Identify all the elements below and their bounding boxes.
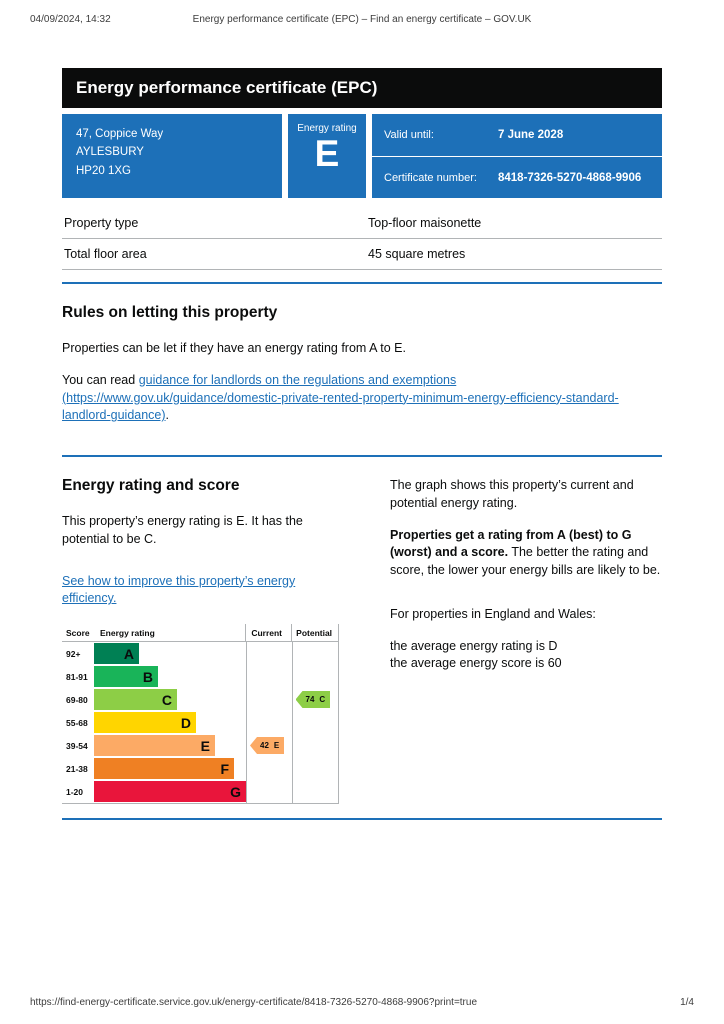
energy-rating-value: E bbox=[314, 133, 340, 174]
property-type-row: Property type Top-floor maisonette bbox=[62, 208, 662, 239]
band-score-label: 21-38 bbox=[66, 763, 88, 774]
band-bar-a: A bbox=[94, 643, 139, 664]
band-score-label: 39-54 bbox=[66, 740, 88, 751]
average-rating-line: the average energy rating is D bbox=[390, 638, 558, 653]
floor-area-row: Total floor area 45 square metres bbox=[62, 239, 662, 270]
chart-header-left: Score Energy rating bbox=[62, 628, 245, 638]
chart-bands: 92+ A 81-91 B 69-80 C 55-68 D 39-54 E 21-38 F 1-20 G bbox=[62, 642, 246, 803]
certificate-number-row: Certificate number: 8418-7326-5270-4868-… bbox=[372, 156, 662, 198]
potential-rating-pointer: 74 C bbox=[295, 691, 331, 708]
chart-band-row-f: 21-38 F bbox=[62, 757, 246, 780]
rating-left-column: Energy rating and score This property’s … bbox=[62, 457, 340, 804]
energy-rating-label: Energy rating bbox=[297, 123, 357, 134]
rules-heading: Rules on letting this property bbox=[62, 304, 278, 321]
potential-rating-pointer-letter: C bbox=[319, 695, 326, 704]
property-details-table: Property type Top-floor maisonette Total… bbox=[62, 208, 662, 270]
improve-efficiency-link[interactable]: See how to improve this property’s energ… bbox=[62, 573, 296, 606]
rules-para-1: Properties can be let if they have an en… bbox=[62, 341, 406, 355]
chart-band-row-c: 69-80 C bbox=[62, 688, 246, 711]
property-type-label: Property type bbox=[64, 216, 139, 230]
print-page-title: Energy performance certificate (EPC) – F… bbox=[192, 14, 532, 25]
rating-heading: Energy rating and score bbox=[62, 477, 240, 494]
chart-col-current: Current bbox=[245, 623, 291, 642]
floor-area-label: Total floor area bbox=[64, 247, 147, 261]
averages-paragraph: the average energy rating is D the averag… bbox=[390, 638, 662, 674]
chart-body: 92+ A 81-91 B 69-80 C 55-68 D 39-54 E 21-38 F 1-20 G … bbox=[62, 642, 338, 803]
floor-area-value: 45 square metres bbox=[368, 247, 466, 261]
band-score-label: 81-91 bbox=[66, 671, 88, 682]
potential-rating-pointer-score: 74 bbox=[305, 695, 315, 704]
address-line-2: AYLESBURY bbox=[76, 146, 144, 159]
chart-band-row-e: 39-54 E bbox=[62, 734, 246, 757]
rules-para-2-prefix: You can read bbox=[62, 372, 139, 387]
chart-band-row-b: 81-91 B bbox=[62, 665, 246, 688]
band-score-label: 1-20 bbox=[66, 786, 84, 797]
rules-para-2: You can read guidance for landlords on t… bbox=[62, 372, 662, 425]
certificate-number-value: 8418-7326-5270-4868-9906 bbox=[498, 171, 642, 184]
rating-scale-explainer: Properties get a rating from A (best) to… bbox=[390, 527, 662, 580]
rating-right-column: The graph shows this property’s current … bbox=[390, 457, 662, 804]
section-divider bbox=[62, 455, 662, 457]
current-rating-column: 42 E bbox=[246, 642, 292, 803]
print-url: https://find-energy-certificate.service.… bbox=[30, 997, 478, 1008]
valid-until-row: Valid until: 7 June 2028 bbox=[372, 114, 662, 156]
rating-scale-rest: The better the rating and score, the low… bbox=[390, 545, 661, 577]
section-divider bbox=[62, 282, 662, 284]
band-score-label: 55-68 bbox=[66, 717, 88, 728]
band-bar-c: C bbox=[94, 689, 177, 710]
chart-col-energy-rating: Energy rating bbox=[100, 627, 155, 638]
address-line-3: HP20 1XG bbox=[76, 164, 131, 177]
print-page-number: 1/4 bbox=[680, 997, 694, 1008]
print-header: 04/09/2024, 14:32 Energy performance cer… bbox=[30, 14, 694, 25]
section-divider bbox=[62, 818, 662, 820]
graph-explainer: The graph shows this property’s current … bbox=[390, 478, 634, 510]
valid-until-label: Valid until: bbox=[384, 129, 434, 141]
certificate-summary: 47, Coppice Way AYLESBURY HP20 1XG Energ… bbox=[62, 114, 662, 198]
property-address: 47, Coppice Way AYLESBURY HP20 1XG bbox=[62, 114, 282, 198]
chart-col-score: Score bbox=[66, 627, 90, 638]
energy-rating-box: Energy rating E bbox=[288, 114, 366, 198]
improve-paragraph: See how to improve this property’s energ… bbox=[62, 573, 340, 609]
band-bar-e: E bbox=[94, 735, 215, 756]
print-datetime: 04/09/2024, 14:32 bbox=[30, 14, 111, 25]
address-line-1: 47, Coppice Way bbox=[76, 128, 164, 140]
average-score-line: the average energy score is 60 bbox=[390, 656, 562, 671]
certificate-content: Energy performance certificate (EPC) 47,… bbox=[62, 68, 662, 820]
band-bar-d: D bbox=[94, 712, 196, 733]
chart-band-row-d: 55-68 D bbox=[62, 711, 246, 734]
epc-banner: Energy performance certificate (EPC) bbox=[62, 68, 662, 108]
chart-band-row-a: 92+ A bbox=[62, 642, 246, 665]
certificate-number-label: Certificate number: bbox=[384, 171, 477, 184]
current-rating-pointer: 42 E bbox=[250, 737, 285, 754]
property-type-value: Top-floor maisonette bbox=[368, 216, 482, 230]
rating-scale-bold: Properties get a rating from A (best) to… bbox=[390, 527, 632, 560]
chart-band-row-g: 1-20 G bbox=[62, 780, 246, 803]
chart-header: Score Energy rating Current Potential bbox=[62, 623, 338, 642]
epc-banner-title: Energy performance certificate (EPC) bbox=[76, 78, 378, 97]
rules-section: Rules on letting this property Propertie… bbox=[62, 304, 662, 425]
band-score-label: 92+ bbox=[66, 648, 81, 659]
rating-and-score-section: Energy rating and score This property’s … bbox=[62, 457, 662, 804]
chart-col-potential: Potential bbox=[291, 623, 338, 642]
energy-rating-chart: Score Energy rating Current Potential 92… bbox=[62, 623, 339, 804]
rating-para: This property’s energy rating is E. It h… bbox=[62, 514, 303, 546]
band-bar-b: B bbox=[94, 666, 158, 687]
valid-until-value: 7 June 2028 bbox=[498, 129, 564, 141]
band-bar-g: G bbox=[94, 781, 246, 802]
potential-rating-column: 74 C bbox=[291, 642, 339, 803]
england-wales-intro: For properties in England and Wales: bbox=[390, 606, 596, 621]
validity-box: Valid until: 7 June 2028 Certificate num… bbox=[372, 114, 662, 198]
band-score-label: 69-80 bbox=[66, 694, 88, 705]
print-footer: https://find-energy-certificate.service.… bbox=[30, 997, 694, 1008]
rules-para-2-suffix: . bbox=[165, 408, 170, 423]
current-rating-pointer-score: 42 bbox=[260, 741, 269, 750]
current-rating-pointer-letter: E bbox=[273, 741, 280, 750]
band-bar-f: F bbox=[94, 758, 234, 779]
landlord-guidance-link[interactable]: guidance for landlords on the regulation… bbox=[62, 372, 619, 423]
